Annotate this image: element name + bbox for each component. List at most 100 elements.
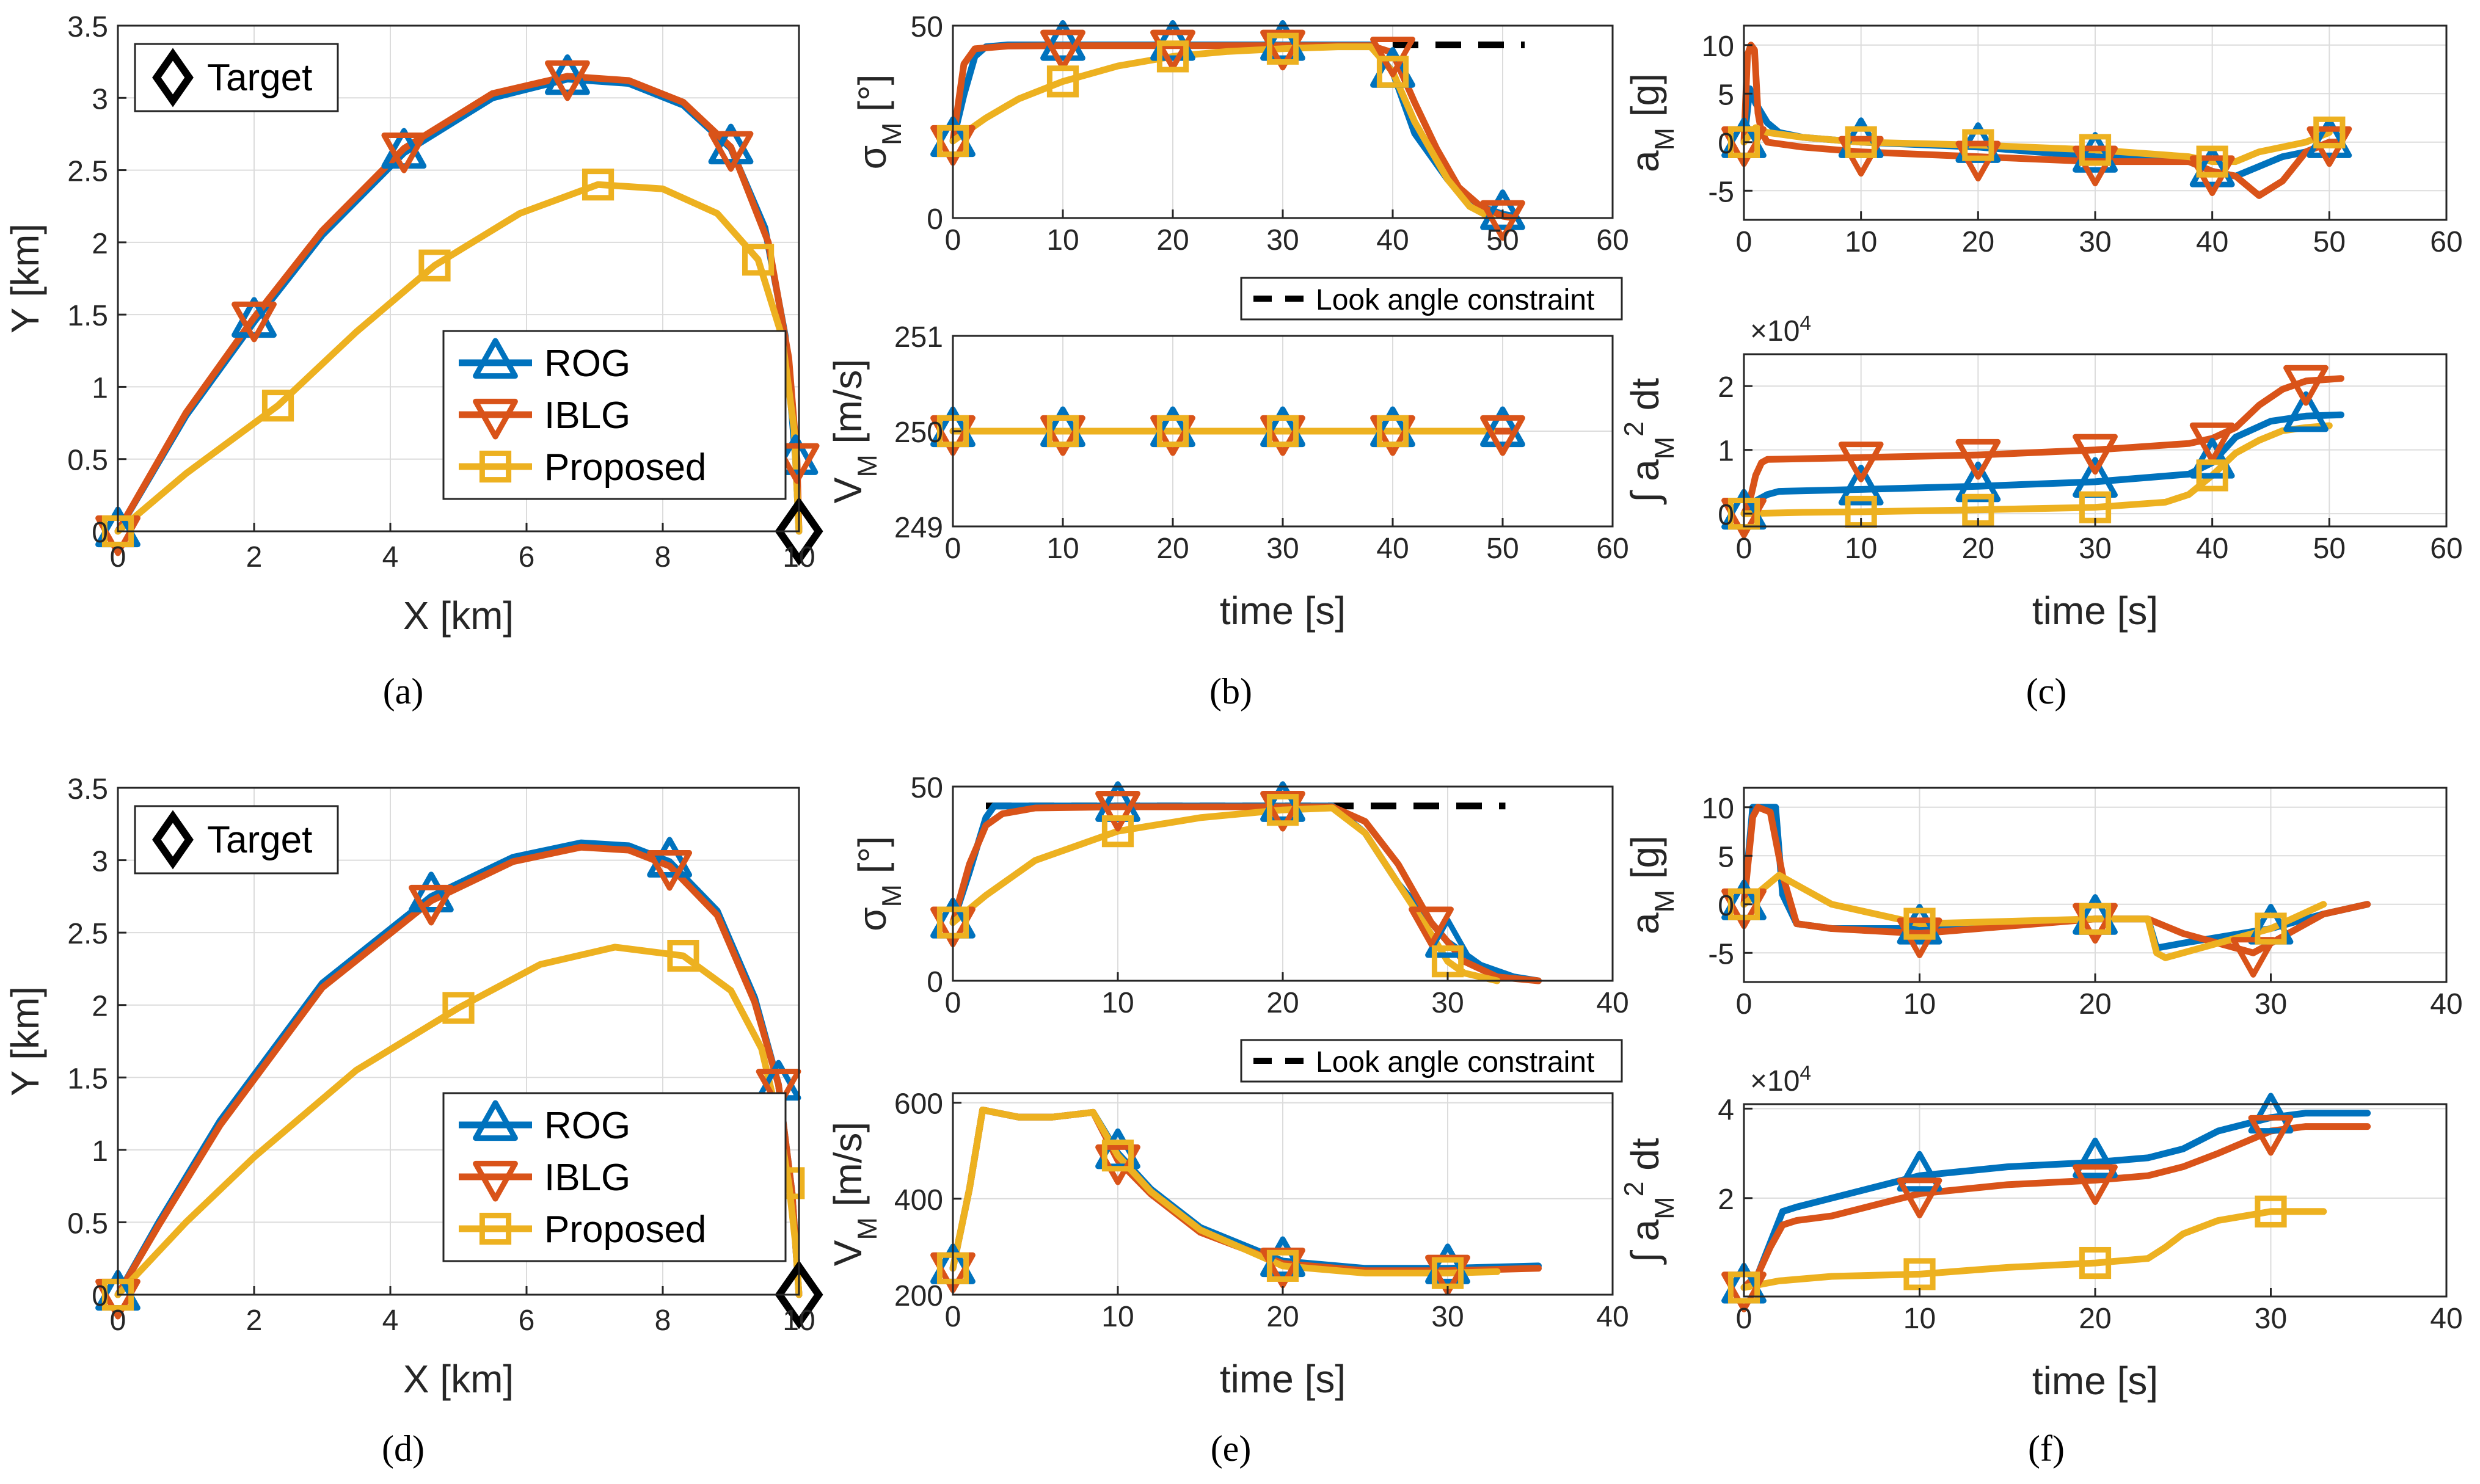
marker-iblg: [2189, 422, 2235, 464]
marker-iblg: [756, 1069, 801, 1110]
series-line-proposed: [949, 1107, 1501, 1277]
axes-box-a: [117, 24, 800, 533]
marker-rog: [1897, 904, 1942, 945]
marker-rog: [1260, 1236, 1305, 1278]
series-line-rog: [1740, 85, 2344, 180]
marker-proposed: [2313, 116, 2346, 149]
y-axis-label: σM [°]: [850, 75, 907, 170]
marker-proposed: [442, 992, 475, 1024]
x-tick-label: 10: [1845, 226, 1877, 258]
marker-proposed: [1101, 1140, 1134, 1172]
x-tick-label: 10: [782, 541, 815, 573]
y-tick-label: 0: [1718, 128, 1734, 160]
caption-f: (f): [2028, 1428, 2065, 1469]
series-line-proposed: [1740, 422, 2333, 517]
marker-iblg: [1955, 438, 2001, 480]
marker-iblg: [2230, 937, 2276, 978]
legend-target-label: Target: [207, 819, 312, 861]
marker-rog: [1425, 1243, 1470, 1284]
y-tick-label: 249: [894, 512, 943, 544]
marker-iblg: [1409, 906, 1454, 948]
y-tick-label: 400: [894, 1184, 943, 1217]
x-tick-label: 10: [1903, 988, 1936, 1020]
x-tick-label: 0: [945, 1301, 961, 1333]
y-tick-label: 2: [92, 228, 108, 260]
x-tick-label: 6: [519, 1304, 535, 1337]
marker-iblg: [1040, 29, 1085, 71]
x-tick-label: 10: [1903, 1303, 1936, 1335]
legend-label-proposed: Proposed: [544, 1209, 706, 1251]
marker-iblg: [708, 131, 754, 172]
marker-iblg: [2073, 434, 2118, 475]
legend-look-angle-e: Look angle constraint: [1240, 1039, 1623, 1083]
marker-rog: [1040, 20, 1085, 61]
marker-iblg: [774, 443, 820, 484]
x-tick-label: 30: [2255, 1303, 2287, 1335]
series-line-iblg: [1740, 1123, 2371, 1291]
marker-rog: [708, 123, 754, 165]
marker-iblg: [2248, 1115, 2294, 1156]
x-tick-label: 30: [2255, 988, 2287, 1020]
y-tick-label: 1: [92, 1135, 108, 1168]
x-tick-label: 0: [1736, 988, 1752, 1020]
x-tick-label: 40: [1596, 987, 1628, 1019]
legend-label-rog: ROG: [544, 1105, 630, 1147]
y-tick-label: 1.5: [67, 300, 108, 332]
marker-rog: [1260, 781, 1305, 822]
legend-marker-iblg: [473, 1160, 518, 1202]
marker-proposed: [261, 390, 294, 422]
x-axis-label: time [s]: [2032, 589, 2158, 633]
marker-iblg: [381, 132, 427, 173]
x-tick-label: 60: [1596, 533, 1628, 565]
x-tick-label: 40: [1596, 1301, 1628, 1333]
y-tick-label: 0: [1718, 890, 1734, 922]
series-line-proposed: [949, 43, 1495, 222]
legend-trajectory-d: Target ROG IBLG Proposed: [134, 805, 787, 1262]
y-tick-label: 0.5: [67, 445, 108, 477]
y-tick-label: 0: [1718, 499, 1734, 531]
y-tick-label: 10: [1702, 793, 1734, 825]
look-legend-box: [1240, 1039, 1623, 1083]
x-tick-label: 30: [1431, 987, 1464, 1019]
marker-rog: [2248, 1093, 2294, 1134]
y-axis-label: Y [km]: [3, 986, 47, 1096]
look-legend-label: Look angle constraint: [1316, 1046, 1594, 1078]
caption-a: (a): [383, 671, 424, 711]
x-tick-label: 60: [1596, 224, 1628, 256]
marker-iblg: [1150, 29, 1195, 71]
axes-box-d: [117, 787, 800, 1296]
caption-b: (b): [1209, 671, 1252, 711]
y-tick-label: -5: [1708, 938, 1734, 970]
y-scale-label: ×104: [1750, 312, 1811, 348]
chart-f_bottom: 0 10 20 30 40 2 4 time [s] ∫ aM2 dt ×104: [1619, 1062, 2463, 1403]
x-tick-label: 2: [246, 1304, 263, 1337]
y-tick-label: 3.5: [67, 11, 108, 43]
marker-iblg: [1480, 415, 1525, 456]
x-tick-label: 30: [2079, 533, 2111, 565]
overlays: (a) (b) (c) (d) (e) (f) Target ROG IBLG Pro…: [134, 43, 2066, 1469]
x-tick-label: 60: [2430, 226, 2462, 258]
x-tick-label: 40: [2430, 1303, 2462, 1335]
marker-rog: [1838, 464, 1884, 506]
x-axis-label: X [km]: [403, 594, 514, 638]
x-tick-label: 40: [1376, 224, 1409, 256]
y-tick-label: 50: [911, 772, 943, 804]
y-tick-label: 4: [1718, 1094, 1734, 1126]
x-tick-label: 2: [246, 541, 263, 573]
x-tick-label: 0: [1736, 226, 1752, 258]
y-tick-label: 3: [92, 83, 108, 115]
x-tick-label: 30: [2079, 226, 2111, 258]
y-tick-label: 0: [92, 1280, 108, 1312]
marker-proposed: [2196, 145, 2228, 178]
x-tick-label: 10: [782, 1304, 815, 1337]
y-axis-label: aM [g]: [1623, 835, 1680, 934]
marker-iblg: [232, 301, 277, 343]
look-legend-box: [1240, 277, 1623, 321]
marker-iblg: [1260, 29, 1305, 71]
legend-target-icon: [152, 810, 194, 870]
caption-d: (d): [382, 1428, 425, 1469]
x-tick-label: 10: [1046, 533, 1079, 565]
x-tick-label: 10: [1046, 224, 1079, 256]
marker-rog: [2189, 438, 2235, 479]
